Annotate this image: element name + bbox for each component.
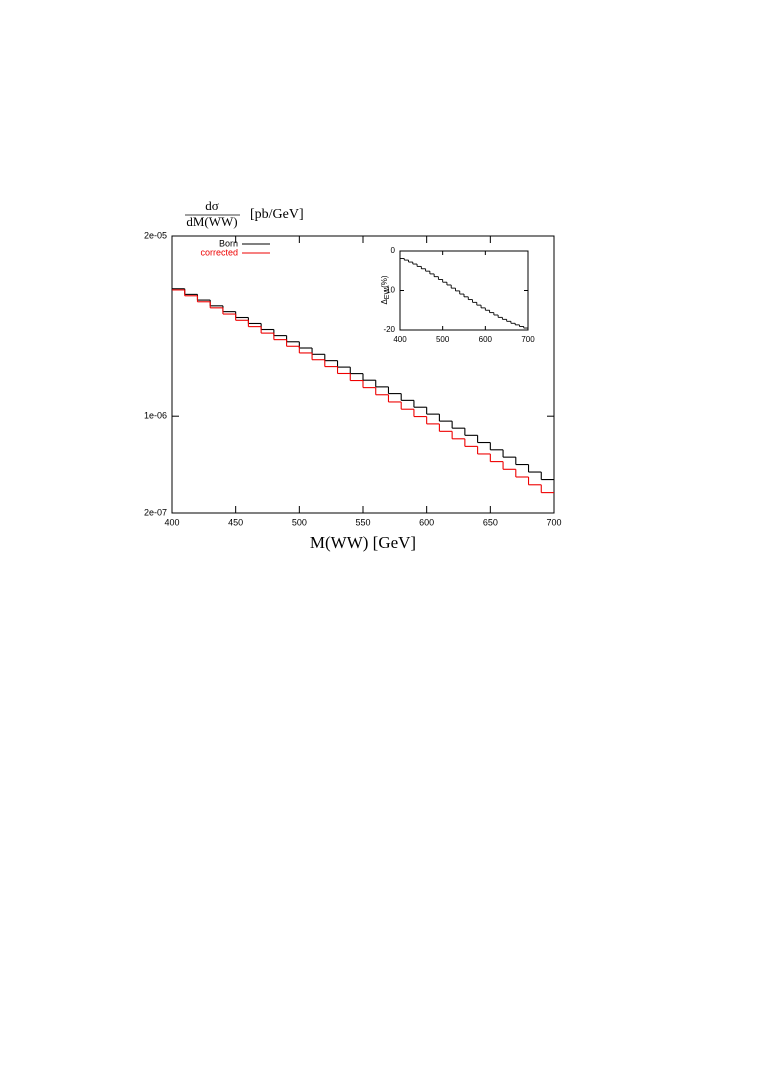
y-label-unit: [pb/GeV] (250, 207, 304, 222)
y-tick-label: -20 (383, 325, 395, 334)
x-tick-label: 700 (546, 517, 561, 527)
x-tick-label: 500 (292, 517, 307, 527)
x-tick-label: 700 (521, 335, 535, 344)
inset-y-label: ΔEW(%) (380, 275, 391, 304)
x-tick-label: 400 (393, 335, 407, 344)
legend-label: Born (219, 238, 238, 248)
plot-frame (399, 250, 529, 331)
inset-y-symbol: Δ (380, 299, 389, 305)
y-axis-label: dσ dM(WW) [pb/GeV] (185, 198, 304, 229)
x-axis-label: M(WW) [GeV] (310, 533, 416, 552)
y-tick-label: 2e-07 (144, 507, 167, 517)
x-tick-label: 450 (228, 517, 243, 527)
y-tick-label: 2e-05 (144, 230, 167, 240)
x-tick-label: 500 (436, 335, 450, 344)
y-tick-label: 0 (391, 246, 396, 255)
y-tick-label: 1e-06 (144, 411, 167, 421)
x-tick-label: 650 (483, 517, 498, 527)
y-tick-label: -10 (383, 286, 395, 295)
legend-label: corrected (200, 247, 238, 257)
inset-y-subscript: EW (384, 288, 391, 300)
x-tick-label: 600 (419, 517, 434, 527)
x-tick-label: 400 (164, 517, 179, 527)
y-label-denominator: dM(WW) (186, 214, 237, 229)
y-label-numerator: dσ (205, 198, 219, 213)
x-tick-label: 550 (355, 517, 370, 527)
inset-y-unit: (%) (380, 275, 389, 288)
x-tick-label: 600 (479, 335, 493, 344)
